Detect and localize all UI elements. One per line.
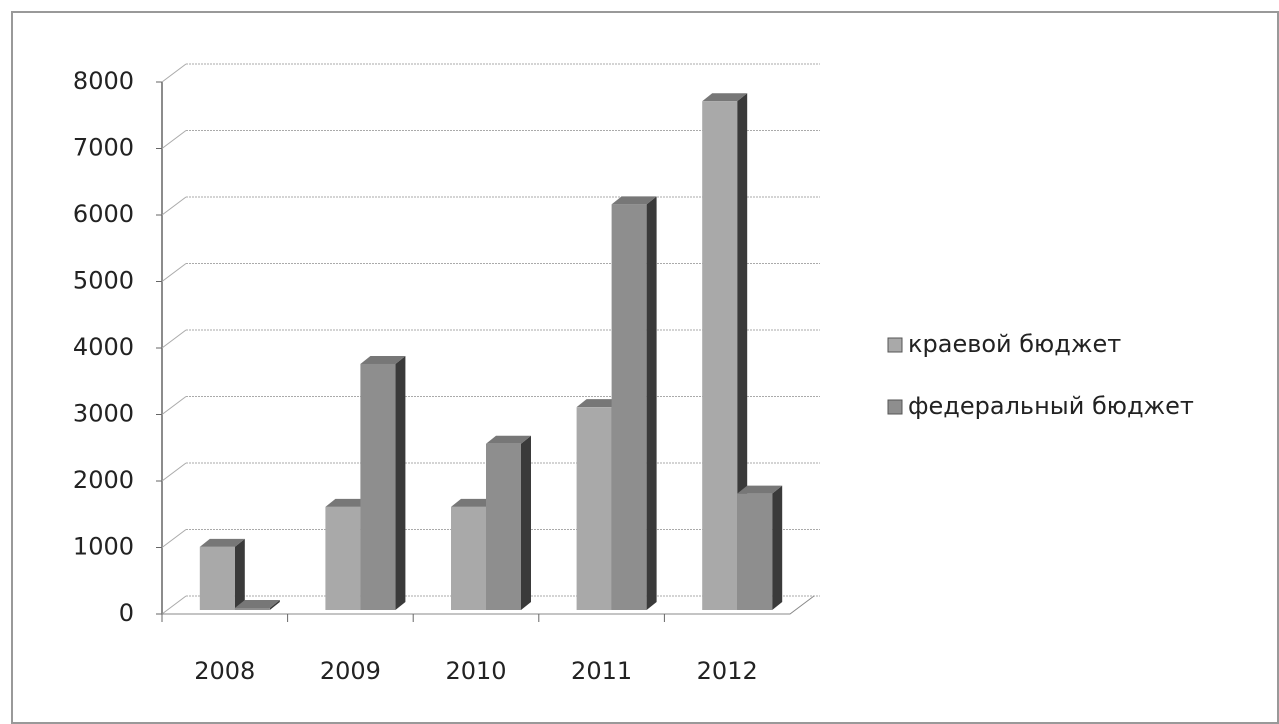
bar (611, 204, 647, 610)
legend-label: краевой бюджет (908, 330, 1121, 358)
grid-line (161, 63, 187, 83)
bar-top (611, 196, 657, 205)
y-tick-label: 6000 (73, 200, 134, 228)
y-tick-label: 4000 (73, 333, 134, 361)
legend-swatch (887, 337, 903, 353)
grid-line (161, 529, 187, 548)
y-tick-label: 8000 (73, 67, 134, 95)
bar-top (576, 399, 622, 408)
bar-side (772, 485, 783, 610)
bar (360, 363, 396, 610)
bar-top (737, 485, 783, 494)
grid-line (161, 263, 187, 282)
bar (486, 443, 521, 610)
grid-line (161, 396, 187, 415)
grid-line (161, 462, 187, 482)
bar-top (325, 498, 371, 507)
bar (576, 407, 612, 610)
bar-top (199, 538, 245, 547)
x-tick-label: 2011 (571, 657, 632, 685)
floor (162, 595, 815, 615)
bar-side (646, 196, 657, 610)
legend-label: федеральный бюджет (908, 392, 1194, 420)
grid-line (161, 196, 187, 216)
frame (11, 11, 1279, 724)
x-tick-label: 2008 (194, 657, 255, 685)
x-tick-label: 2010 (445, 657, 506, 685)
y-tick-label: 3000 (73, 400, 134, 428)
grid-line (161, 329, 187, 349)
legend-swatch (887, 399, 903, 415)
x-tick-label: 2012 (697, 657, 758, 685)
bar (234, 608, 270, 610)
bar (737, 493, 773, 610)
bar-top (360, 355, 406, 364)
bar-top (451, 498, 496, 507)
bar-top (486, 435, 531, 444)
bar-side (395, 355, 406, 610)
bar-top (702, 93, 748, 102)
bar-side (737, 93, 748, 610)
bar (199, 546, 235, 610)
grid-line (161, 595, 187, 615)
y-tick-label: 2000 (73, 466, 134, 494)
x-tick-label: 2009 (320, 657, 381, 685)
bar-top (234, 600, 280, 609)
y-tick-label: 1000 (73, 533, 134, 561)
y-tick-label: 7000 (73, 134, 134, 162)
bar-side (234, 538, 245, 610)
bar-side (269, 600, 280, 610)
bar-side (521, 435, 531, 610)
y-tick-label: 0 (119, 599, 134, 627)
bar (451, 506, 486, 610)
bar (325, 506, 361, 610)
bar (702, 101, 738, 611)
grid-line (161, 130, 187, 149)
y-tick-label: 5000 (73, 267, 134, 295)
